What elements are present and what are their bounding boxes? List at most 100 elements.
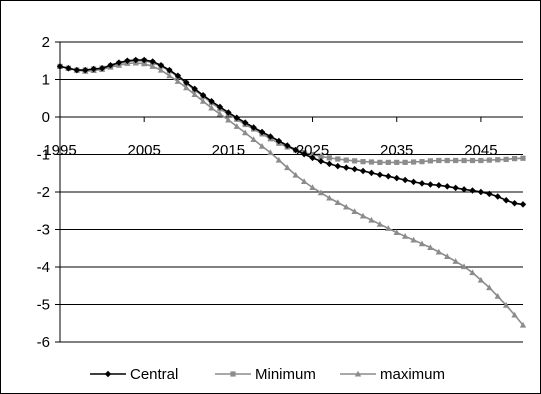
y-tick-label: -5 xyxy=(37,297,50,314)
data-point xyxy=(436,157,442,164)
data-point xyxy=(410,236,417,243)
data-point xyxy=(418,240,426,247)
y-tick-label: -4 xyxy=(37,259,50,276)
series-line xyxy=(59,62,524,326)
data-point xyxy=(242,119,249,126)
data-point xyxy=(104,370,112,378)
data-point xyxy=(107,62,114,69)
series-central xyxy=(56,56,527,208)
data-point xyxy=(368,169,375,177)
y-tick-label: 2 xyxy=(42,34,50,51)
x-tick-label: 2015 xyxy=(212,142,245,159)
data-point xyxy=(376,221,384,227)
data-point xyxy=(494,193,501,200)
data-point xyxy=(351,208,358,215)
data-point xyxy=(275,137,283,145)
data-point xyxy=(410,159,417,165)
data-point xyxy=(418,180,426,187)
data-point xyxy=(477,188,485,196)
data-point xyxy=(469,269,476,276)
data-point xyxy=(199,92,207,99)
data-point xyxy=(461,157,467,164)
data-point xyxy=(385,159,391,165)
data-point xyxy=(469,157,476,164)
data-point xyxy=(368,216,375,223)
data-point xyxy=(208,104,215,111)
data-point xyxy=(140,60,148,67)
data-point xyxy=(393,174,400,182)
data-point xyxy=(478,157,484,164)
data-point xyxy=(520,155,526,161)
legend-item-minimum: Minimum xyxy=(215,366,316,383)
data-point xyxy=(300,150,308,158)
data-point xyxy=(502,302,510,308)
data-point xyxy=(309,151,316,158)
data-point xyxy=(502,197,510,204)
data-point xyxy=(258,128,266,136)
data-point xyxy=(317,189,325,196)
data-point xyxy=(359,212,367,219)
legend-label: Minimum xyxy=(255,366,316,383)
y-tick-label: 0 xyxy=(42,109,50,126)
data-point xyxy=(335,156,341,162)
data-point xyxy=(73,66,81,74)
data-point xyxy=(216,110,224,117)
data-point xyxy=(183,79,190,86)
data-point xyxy=(326,160,333,168)
legend-label: Central xyxy=(130,366,178,383)
data-point xyxy=(511,200,518,207)
data-point xyxy=(494,293,501,299)
data-point xyxy=(199,98,207,104)
axes xyxy=(55,41,523,343)
data-point xyxy=(166,66,173,74)
data-point xyxy=(410,178,417,186)
data-point xyxy=(82,66,89,74)
data-point xyxy=(343,157,349,163)
data-point xyxy=(309,184,316,191)
gridlines xyxy=(60,41,523,305)
data-point xyxy=(427,181,434,188)
data-point xyxy=(267,149,274,156)
y-tick-label: -3 xyxy=(37,222,50,239)
y-tick-label: 1 xyxy=(42,72,50,89)
data-point xyxy=(427,244,434,251)
data-point xyxy=(394,159,400,165)
data-point xyxy=(452,184,459,192)
data-point xyxy=(191,85,198,93)
data-point xyxy=(191,91,198,98)
data-point xyxy=(140,56,148,64)
data-point xyxy=(275,156,283,163)
data-point xyxy=(519,321,527,328)
data-point xyxy=(444,157,450,164)
legend: Central Minimum maximum xyxy=(90,366,445,383)
data-point xyxy=(250,136,257,143)
data-point xyxy=(453,157,459,164)
legend-label: maximum xyxy=(380,366,445,383)
data-point xyxy=(317,158,325,165)
data-point xyxy=(435,182,443,189)
data-point xyxy=(300,178,308,185)
data-point xyxy=(208,98,215,105)
data-point xyxy=(292,146,299,154)
data-point xyxy=(149,58,156,65)
y-tick-label: -2 xyxy=(37,184,50,201)
data-point xyxy=(354,370,362,377)
series-line xyxy=(59,59,524,206)
data-point xyxy=(157,66,165,73)
x-tick-label: 2045 xyxy=(464,142,497,159)
data-point xyxy=(460,263,468,270)
data-point xyxy=(98,65,106,72)
series-maximum xyxy=(56,59,527,328)
data-point xyxy=(250,124,257,131)
data-point xyxy=(124,57,131,64)
data-point xyxy=(132,56,139,64)
data-point xyxy=(334,199,341,206)
data-point xyxy=(326,194,333,201)
data-point xyxy=(444,253,451,260)
data-point xyxy=(511,311,518,318)
data-point xyxy=(444,183,451,190)
data-point xyxy=(401,233,409,239)
data-point xyxy=(486,190,493,198)
